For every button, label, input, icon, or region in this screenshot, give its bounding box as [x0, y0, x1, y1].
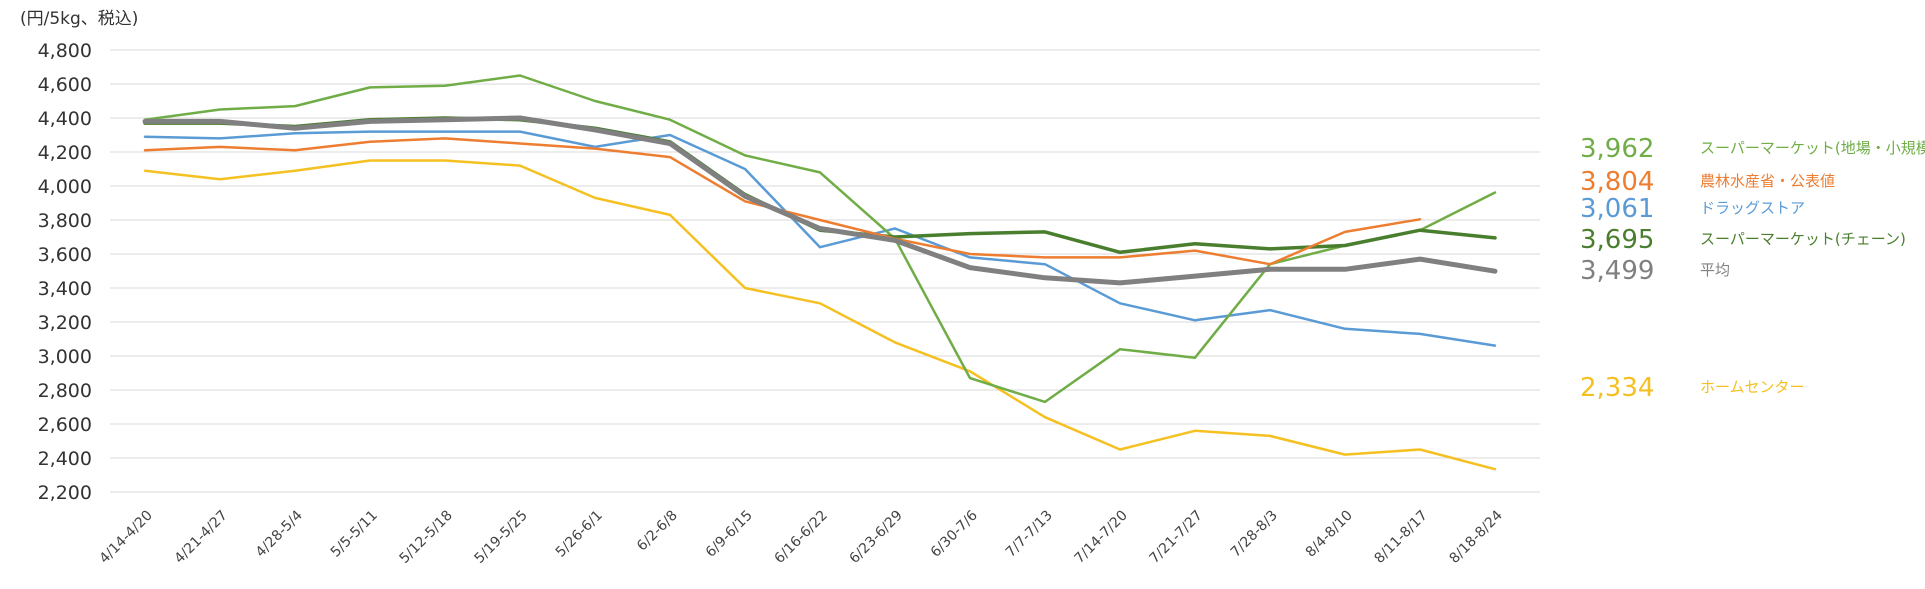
series-end-labels: 2,334 ホームセンター 3,061 ドラッグストア 3,962 スーパーマーケット(地… — [1580, 134, 1925, 403]
y-tick-label: 2,400 — [38, 448, 92, 470]
x-tick-label: 7/7-7/13 — [1003, 508, 1056, 561]
x-tick-label: 6/30-7/6 — [928, 507, 981, 560]
x-tick-label: 8/11-8/17 — [1371, 508, 1430, 567]
series-end-value: 3,804 — [1580, 167, 1654, 197]
series-end-value: 3,499 — [1580, 256, 1654, 286]
y-tick-label: 2,800 — [38, 380, 92, 402]
y-tick-label: 4,400 — [38, 108, 92, 130]
series-name-label: 農林水産省・公表値 — [1700, 172, 1835, 190]
y-tick-label: 3,200 — [38, 312, 92, 334]
series-line-3 — [143, 116, 1497, 255]
x-tick-label: 7/14-7/20 — [1071, 508, 1130, 567]
y-tick-label: 3,800 — [38, 210, 92, 232]
x-tick-label: 6/16-6/22 — [771, 508, 830, 567]
x-tick-label: 6/9-6/15 — [703, 508, 756, 561]
x-tick-label: 8/4-8/10 — [1303, 508, 1356, 561]
x-tick-label: 5/26-6/1 — [553, 508, 606, 561]
gridlines — [110, 49, 1540, 493]
y-tick-label: 4,800 — [38, 40, 92, 62]
series-name-label: 平均 — [1700, 261, 1730, 279]
series-line-0 — [143, 159, 1497, 471]
y-tick-label: 3,400 — [38, 278, 92, 300]
series-lines — [142, 74, 1498, 471]
series-end-value: 2,334 — [1580, 373, 1654, 403]
x-tick-label: 4/21-4/27 — [171, 508, 230, 567]
series-name-label: スーパーマーケット(地場・小規模) — [1700, 139, 1925, 157]
series-name-label: ドラッグストア — [1700, 199, 1805, 217]
y-tick-label: 2,200 — [38, 482, 92, 504]
x-tick-label: 6/23-6/29 — [846, 508, 905, 567]
x-tick-label: 7/28-8/3 — [1228, 508, 1281, 561]
series-name-label: スーパーマーケット(チェーン) — [1700, 230, 1906, 248]
x-tick-label: 4/14-4/20 — [96, 508, 155, 567]
y-tick-label: 3,600 — [38, 244, 92, 266]
series-line-5 — [142, 115, 1498, 286]
y-tick-label: 4,200 — [38, 142, 92, 164]
series-end-value: 3,695 — [1580, 225, 1654, 255]
x-tick-label: 5/5-5/11 — [328, 508, 381, 561]
y-tick-label: 2,600 — [38, 414, 92, 436]
y-unit-label: (円/5kg、税込) — [20, 9, 138, 29]
series-name-label: ホームセンター — [1700, 378, 1805, 396]
y-tick-label: 4,000 — [38, 176, 92, 198]
series-end-value: 3,061 — [1580, 194, 1654, 224]
x-tick-label: 8/18-8/24 — [1446, 507, 1505, 566]
x-tick-label: 4/28-5/4 — [253, 507, 306, 560]
x-tick-label: 7/21-7/27 — [1146, 508, 1205, 567]
y-tick-label: 3,000 — [38, 346, 92, 368]
y-axis-ticks: 2,200 2,400 2,600 2,800 3,000 3,200 3,400 3,600… — [38, 40, 92, 504]
series-end-value: 3,962 — [1580, 134, 1654, 164]
x-tick-label: 5/19-5/25 — [471, 508, 530, 567]
series-line-1 — [143, 130, 1497, 347]
x-axis-ticks: 4/14-4/20 4/21-4/27 4/28-5/4 5/5-5/11 5/12-5… — [96, 507, 1505, 566]
y-tick-label: 4,600 — [38, 74, 92, 96]
x-tick-label: 5/12-5/18 — [396, 508, 455, 567]
x-tick-label: 6/2-6/8 — [634, 508, 681, 555]
